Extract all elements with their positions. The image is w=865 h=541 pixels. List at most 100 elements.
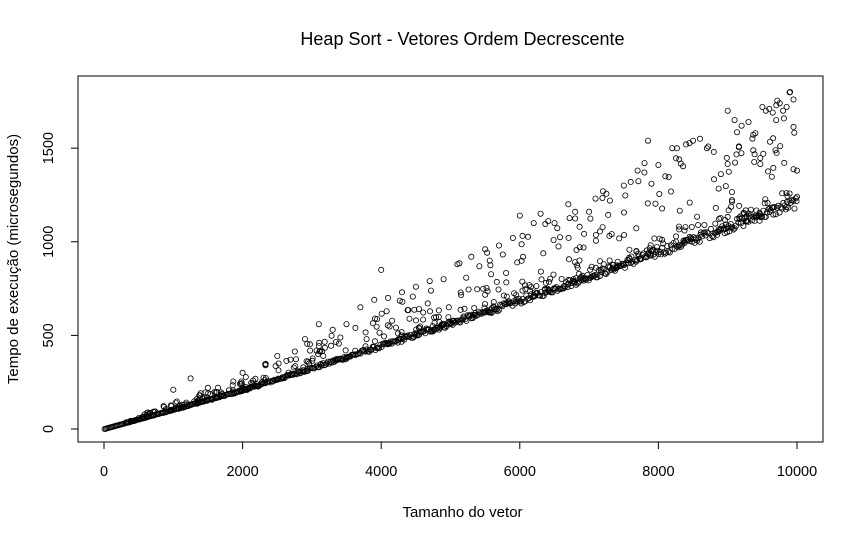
data-point — [651, 235, 658, 242]
data-point — [681, 238, 688, 245]
data-point — [675, 242, 682, 249]
data-point — [673, 233, 680, 240]
data-point — [493, 305, 500, 312]
data-point — [411, 331, 418, 338]
data-point — [457, 289, 464, 296]
data-point-outlier — [537, 210, 544, 217]
data-point — [540, 250, 547, 257]
data-point — [589, 272, 596, 279]
x-tick-label: 6000 — [504, 464, 536, 480]
data-point — [572, 215, 579, 222]
data-point — [621, 231, 628, 238]
data-point — [551, 286, 558, 293]
data-point — [794, 193, 801, 200]
data-point — [645, 251, 652, 258]
data-point — [317, 360, 324, 367]
data-point — [380, 333, 387, 340]
data-point — [626, 246, 633, 253]
data-point — [580, 276, 587, 283]
data-point — [565, 234, 572, 241]
data-point-outlier — [731, 117, 738, 124]
data-point-outlier — [769, 109, 776, 116]
data-point — [168, 406, 175, 413]
data-point — [484, 308, 491, 315]
data-point — [576, 223, 583, 230]
data-point — [279, 374, 286, 381]
data-point — [673, 145, 680, 152]
data-point — [647, 242, 654, 249]
data-point — [558, 275, 565, 282]
data-point — [230, 389, 237, 396]
data-points — [101, 89, 801, 432]
data-point — [773, 102, 780, 109]
data-point — [513, 291, 520, 298]
data-point — [770, 164, 777, 171]
data-point-outlier — [357, 304, 364, 311]
data-point — [132, 416, 139, 423]
data-point — [677, 160, 684, 167]
data-point — [712, 204, 719, 211]
data-point — [542, 279, 549, 286]
data-point-outlier — [412, 283, 419, 290]
data-point — [531, 293, 538, 300]
data-point — [724, 224, 731, 231]
data-point — [307, 347, 314, 354]
data-point — [352, 347, 359, 354]
x-axis: 0 2000 4000 6000 8000 10000 — [100, 441, 817, 480]
data-point — [332, 338, 339, 345]
data-point — [705, 143, 712, 150]
data-point — [309, 355, 316, 362]
data-point — [446, 318, 453, 325]
data-point — [724, 160, 731, 167]
x-tick-label: 4000 — [365, 464, 397, 480]
data-point-outlier — [378, 266, 385, 273]
data-point-outlier — [586, 208, 593, 215]
data-point — [378, 310, 385, 317]
data-point — [727, 220, 734, 227]
data-point — [261, 377, 268, 384]
data-point — [242, 383, 249, 390]
data-point-outlier — [766, 105, 773, 112]
data-point — [458, 291, 465, 298]
data-point — [542, 220, 549, 227]
data-point-outlier — [683, 141, 690, 148]
data-point — [208, 395, 215, 402]
data-point — [471, 304, 478, 311]
data-point — [791, 205, 798, 212]
data-point — [519, 232, 526, 239]
data-point — [274, 376, 281, 383]
data-point — [160, 403, 167, 410]
data-point — [445, 304, 452, 311]
plot-frame — [77, 75, 824, 443]
y-axis: 0 500 1000 1500 — [41, 132, 79, 433]
data-point — [574, 262, 581, 269]
data-point — [717, 171, 724, 178]
data-point — [635, 178, 642, 185]
data-point — [484, 288, 491, 295]
data-point — [167, 407, 174, 414]
data-point — [736, 202, 743, 209]
data-point — [729, 196, 736, 203]
data-point — [416, 325, 423, 332]
data-point-outlier — [329, 326, 336, 333]
data-point — [653, 243, 660, 250]
data-point — [465, 286, 472, 293]
data-point-outlier — [530, 220, 537, 227]
x-tick-label: 2000 — [226, 464, 258, 480]
data-point — [141, 413, 148, 420]
data-point-outlier — [690, 137, 697, 144]
data-point — [701, 221, 708, 228]
data-point — [680, 237, 687, 244]
data-point — [312, 364, 319, 371]
data-point — [309, 357, 316, 364]
data-point — [641, 169, 648, 176]
data-point — [666, 249, 673, 256]
data-point — [514, 298, 521, 305]
data-point — [293, 356, 300, 363]
data-point — [665, 173, 672, 180]
data-point — [427, 287, 434, 294]
data-point — [503, 293, 510, 300]
data-point — [757, 210, 764, 217]
data-point — [747, 206, 754, 213]
data-point — [405, 307, 412, 314]
